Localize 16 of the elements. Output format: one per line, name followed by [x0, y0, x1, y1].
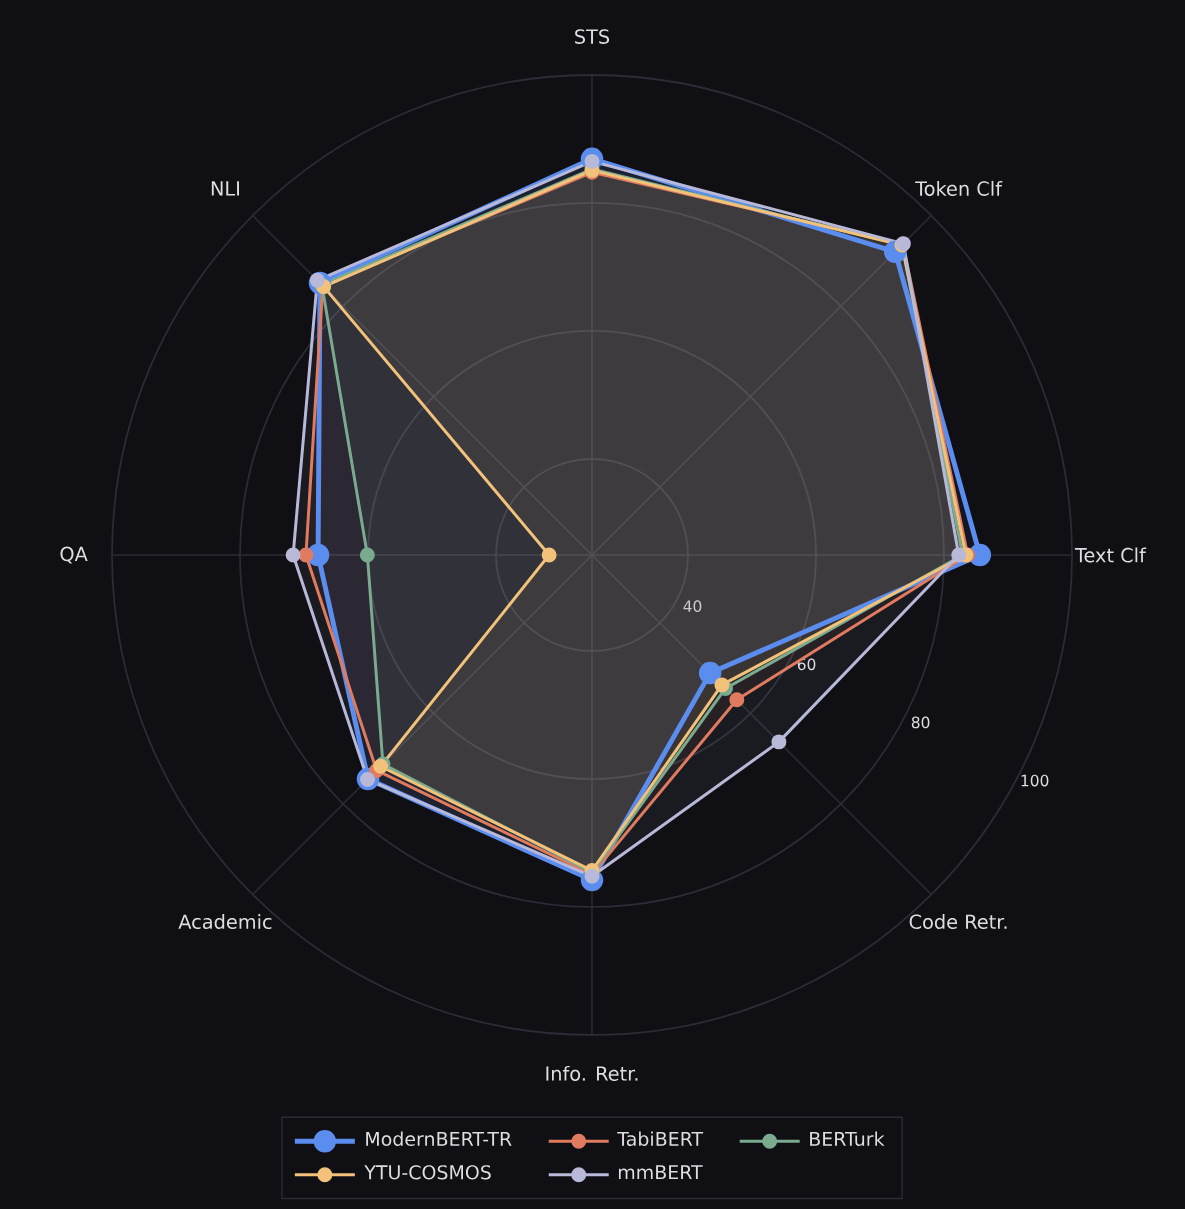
spoke-label: NLI — [211, 181, 239, 196]
spoke-label: Token Clf — [915, 180, 1003, 196]
y-tick-label: 100 — [1021, 774, 1049, 787]
spoke-label: STS — [575, 29, 610, 44]
spoke-label: Academic — [178, 914, 272, 930]
legend-label: TabiBERT — [617, 1131, 704, 1147]
legend-label: ModernBERT-TR — [366, 1131, 512, 1147]
y-tick-label: 80 — [911, 716, 930, 729]
legend-label: mmBERT — [618, 1165, 703, 1180]
legend-label: BERTurk — [810, 1131, 885, 1147]
legend-label: YTU-COSMOS — [364, 1165, 491, 1180]
spoke-label: Info. Retr. — [546, 1065, 638, 1081]
spoke-label: Text Clf — [1074, 547, 1147, 563]
spoke-label: Code Retr. — [909, 914, 1007, 930]
spoke-label: QA — [60, 546, 88, 564]
y-tick-label: 40 — [683, 600, 702, 613]
